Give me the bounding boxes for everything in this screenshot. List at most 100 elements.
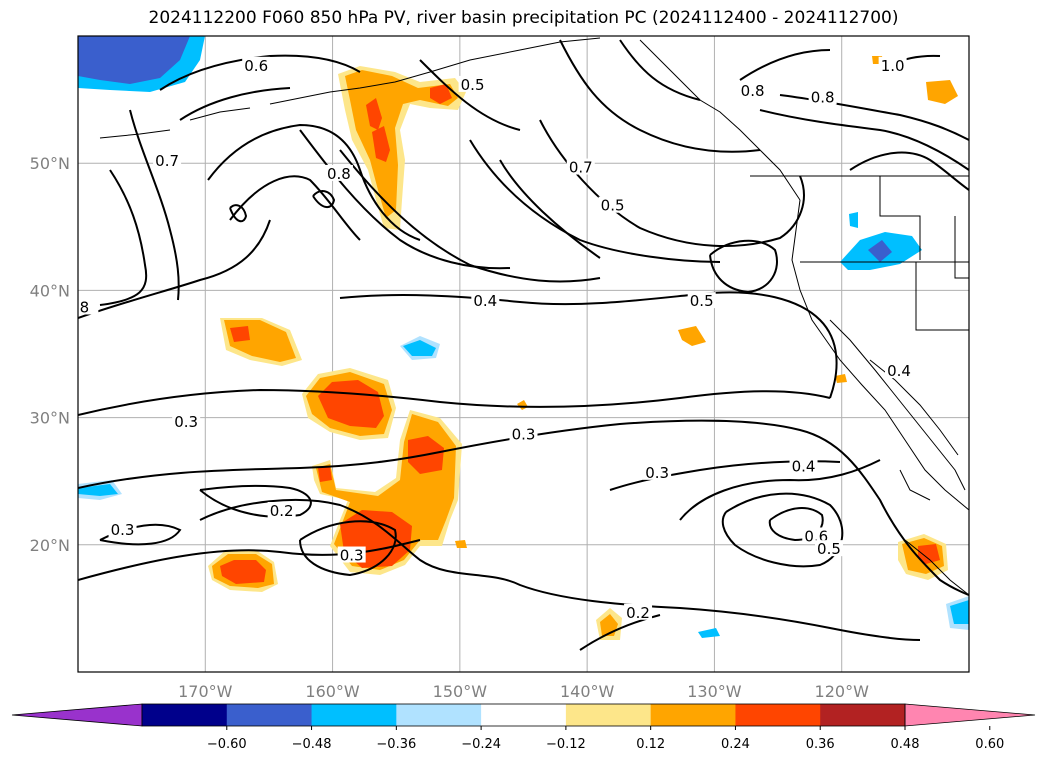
contour-label: 0.2 [626, 604, 650, 622]
contour-label-bg [267, 502, 296, 518]
positive-anomaly-blob [835, 374, 847, 383]
contour-label: 0.3 [174, 413, 198, 431]
contour-label: 0.6 [244, 57, 268, 75]
colorbar-extend-min [11, 703, 143, 727]
contour-label-bg [789, 457, 818, 474]
lon-tick-label: 130°W [687, 682, 742, 701]
lat-tick-label: 40°N [30, 281, 70, 300]
contour-label-bg [458, 75, 487, 92]
colorbar-frame [141, 703, 906, 727]
contour-label-bg [78, 298, 99, 315]
contour-label: 0.5 [690, 292, 714, 310]
contour-label: 0.8 [741, 82, 765, 100]
colorbar-tick-label: −0.36 [376, 737, 416, 752]
lon-tick-label: 160°W [305, 682, 360, 701]
contour-label: 0.3 [111, 521, 135, 539]
contour-label: 0.8 [327, 165, 351, 183]
lon-tick-label: 170°W [178, 682, 233, 701]
contour-label-bg [878, 56, 907, 73]
colorbar-extend-max [904, 703, 1036, 727]
negative-anomaly-blob [950, 600, 969, 624]
colorbar-segment [650, 704, 736, 726]
contour-label-bg [153, 152, 182, 169]
positive-anomaly-blob [220, 560, 266, 584]
contour-label: 0.5 [601, 197, 625, 215]
colorbar-tick-label: 0.24 [721, 737, 750, 752]
negative-anomaly-blob [403, 340, 436, 356]
colorbar-tick-label: −0.12 [546, 737, 586, 752]
colorbar-tick-label: 0.12 [636, 737, 665, 752]
negative-anomaly-blob [78, 36, 190, 84]
contour-label: 0.8 [811, 89, 835, 107]
negative-anomaly-blob [868, 240, 892, 262]
contour-label: 0.4 [887, 362, 911, 380]
contour-label-bg [884, 362, 913, 379]
contour-label-bg [643, 463, 672, 480]
positive-anomaly-blob [318, 466, 332, 482]
colorbar-tick-label: −0.60 [207, 737, 247, 752]
colorbar-segment [735, 704, 821, 726]
contour-label-bg [242, 56, 271, 73]
lon-tick-label: 140°W [560, 682, 615, 701]
positive-anomaly-blob [926, 80, 958, 104]
lon-tick-label: 120°W [815, 682, 870, 701]
contour-label: 0.4 [473, 292, 497, 310]
contour-label-bg [108, 521, 137, 538]
contour-label: 0.3 [512, 426, 536, 444]
contour-label: 0.3 [645, 464, 669, 482]
colorbar-segment [142, 704, 228, 726]
latitude-labels: 20°N 30°N 40°N 50°N [30, 154, 70, 555]
contour-label: 0.7 [569, 159, 593, 177]
positive-anomaly-blob [366, 98, 382, 130]
colorbar-segment [565, 704, 652, 726]
contour-label: 0.2 [270, 502, 294, 520]
positive-anomaly-blob [372, 126, 390, 162]
contour-label-bg [598, 196, 627, 213]
positive-anomaly-blob [230, 326, 250, 342]
pv-contours [78, 39, 969, 651]
contour-label-bg [808, 88, 837, 105]
contour-label: 8 [80, 298, 90, 316]
positive-anomaly-blob [918, 544, 940, 564]
colorbar-tick-label: 0.48 [891, 737, 920, 752]
contour-label-bg [624, 603, 653, 620]
lat-tick-label: 20°N [30, 536, 70, 555]
lon-tick-label: 150°W [433, 682, 488, 701]
contour-label: 0.5 [817, 540, 841, 558]
contour-label: 1.0 [881, 57, 905, 75]
contour-label-bg [802, 527, 831, 544]
longitude-labels: 170°W 160°W 150°W 140°W 130°W 120°W [178, 682, 869, 701]
contour-label-bg [509, 425, 538, 442]
contour-label: 0.4 [792, 457, 816, 475]
colorbar: −0.60 −0.48 −0.36 −0.24 −0.12 0.12 0.24 0.36 0.4… [11, 703, 1036, 752]
colorbar-segment [311, 704, 397, 726]
colorbar-tick-label: 0.36 [806, 737, 835, 752]
colorbar-segment [396, 704, 482, 726]
pv-contour-labels: 0.6 0.8 0.5 0.7 0.7 0.5 0.8 0.8 1.0 0.5 0.4 8 0.3 0.3… [78, 56, 913, 622]
colorbar-segment [226, 704, 313, 726]
negative-anomaly-blob [849, 212, 858, 228]
contour-label-bg [172, 412, 201, 429]
contour-label: 0.3 [340, 547, 364, 565]
positive-anomaly-blob [678, 326, 706, 346]
contour-label-bg [814, 540, 843, 557]
coastlines [99, 37, 969, 596]
contour-label: 0.7 [155, 152, 179, 170]
colorbar-tick-label: 0.60 [975, 737, 1004, 752]
lat-tick-label: 50°N [30, 154, 70, 173]
precip-shading [78, 36, 969, 640]
lat-tick-label: 30°N [30, 409, 70, 428]
contour-label: 0.5 [461, 76, 485, 94]
colorbar-segment [481, 704, 567, 726]
negative-anomaly-blob [78, 484, 118, 496]
positive-anomaly-blob [455, 540, 467, 548]
positive-anomaly-blob [430, 84, 452, 104]
negative-anomaly-blob [698, 628, 720, 638]
contour-label-bg [566, 158, 595, 175]
contour-label-bg [337, 546, 366, 563]
map-frame [77, 35, 970, 673]
contour-label-bg [471, 292, 500, 309]
map-title: 2024112200 F060 850 hPa PV, river basin … [148, 8, 899, 28]
contour-label-bg [687, 292, 716, 309]
